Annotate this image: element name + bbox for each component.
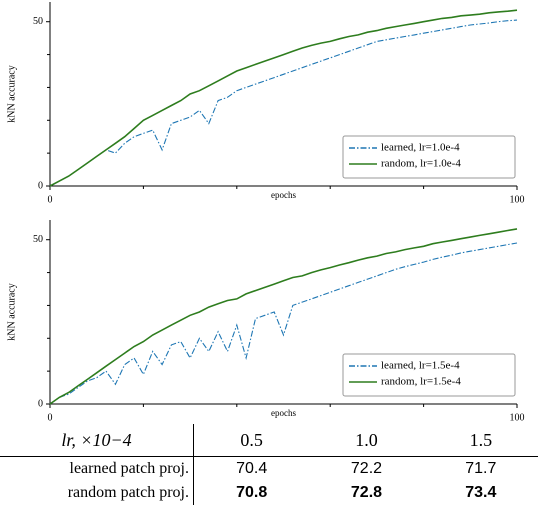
legend-label: learned, lr=1.5e-4 <box>381 360 460 372</box>
table-row: random patch proj. 70.8 72.8 73.4 <box>0 481 538 505</box>
cell: 73.4 <box>465 484 497 501</box>
y-tick-label: 0 <box>38 398 43 409</box>
chart: 0 50 0 100 epochs kNN accuracy learned, lr=1.5… <box>6 220 525 422</box>
legend-label: learned, lr=1.0e-4 <box>381 142 460 154</box>
chart: 0 50 0 100 epochs kNN accuracy learned, lr=1.0… <box>6 2 525 205</box>
cell: 70.8 <box>236 484 268 501</box>
x-axis-label: epochs <box>271 408 296 418</box>
results-table: lr, ×10−4 0.5 1.0 1.5 learned patch proj… <box>0 424 538 505</box>
table-header: lr, ×10−4 0.5 1.0 1.5 <box>0 424 538 457</box>
line-series <box>49 242 518 405</box>
y-tick-label: 50 <box>33 234 43 245</box>
x-tick-label: 100 <box>510 194 525 205</box>
y-tick-label: 50 <box>33 16 43 27</box>
row-label: learned patch proj. <box>0 456 194 481</box>
y-axis-label: kNN accuracy <box>6 65 17 122</box>
header-cell: lr, ×10−4 <box>0 424 194 457</box>
cell: 71.7 <box>465 460 497 477</box>
cell: 70.4 <box>236 460 268 477</box>
header-cell: 1.5 <box>423 424 538 457</box>
x-axis-label: epochs <box>271 190 296 200</box>
y-axis-label: kNN accuracy <box>6 283 17 340</box>
y-tick-label: 0 <box>38 180 43 191</box>
line-series <box>49 19 518 187</box>
figure: 0 50 0 100 epochs kNN accuracy learned, lr=1.0… <box>6 2 525 422</box>
table-row: learned patch proj. 70.4 72.2 71.7 <box>0 456 538 481</box>
legend-label: random, lr=1.5e-4 <box>381 376 461 388</box>
x-tick-label: 100 <box>510 412 525 422</box>
x-tick-label: 0 <box>48 194 53 205</box>
header-cell: 1.0 <box>309 424 424 457</box>
legend-label: random, lr=1.0e-4 <box>381 158 461 170</box>
line-series <box>49 9 518 187</box>
legend-box <box>342 135 516 179</box>
cell: 72.2 <box>350 460 383 477</box>
header-cell: 0.5 <box>193 424 310 457</box>
legend-box <box>342 353 516 397</box>
row-label: random patch proj. <box>0 481 194 505</box>
line-series <box>49 228 518 405</box>
cell: 72.8 <box>350 484 383 501</box>
x-tick-label: 0 <box>48 412 53 422</box>
